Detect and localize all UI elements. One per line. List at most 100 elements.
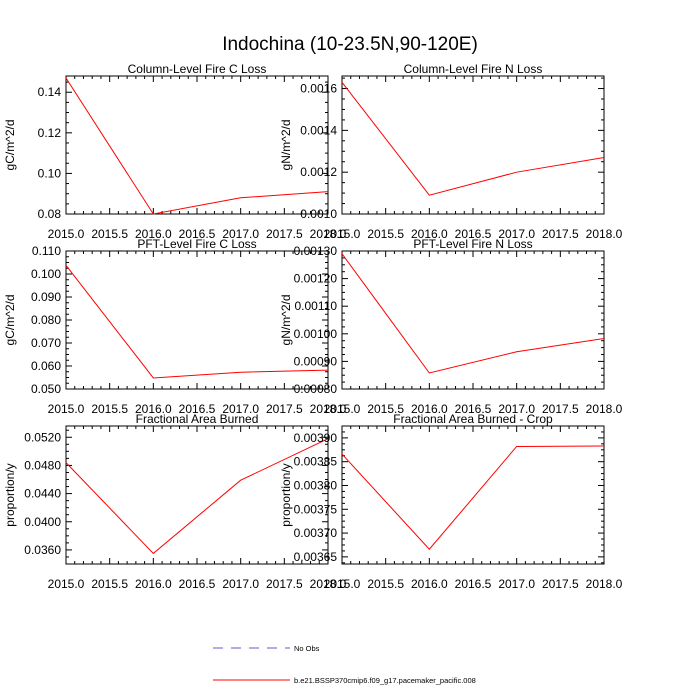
figure-title: Indochina (10-23.5N,90-120E) xyxy=(222,34,478,55)
x-tick-label: 2018.0 xyxy=(586,227,623,241)
x-tick-label: 2017.0 xyxy=(222,402,259,416)
chart-panel-5: Fractional Area Burned proportion/y 2015.0… xyxy=(3,412,347,591)
series-line xyxy=(341,81,605,196)
x-tick-label: 2017.0 xyxy=(498,577,535,591)
y-tick-label: 0.12 xyxy=(38,126,62,140)
series-line xyxy=(65,77,329,215)
y-tick-label: 0.0016 xyxy=(300,82,337,96)
x-tick-label: 2018.0 xyxy=(586,577,623,591)
y-tick-label: 0.00090 xyxy=(294,354,338,368)
x-tick-label: 2016.0 xyxy=(135,577,172,591)
x-tick-label: 2017.5 xyxy=(542,402,579,416)
x-tick-label: 2015.5 xyxy=(367,402,404,416)
y-tick-label: 0.0520 xyxy=(24,430,61,444)
y-tick-label: 0.00080 xyxy=(294,382,338,396)
y-tick-label: 0.070 xyxy=(31,336,61,350)
y-tick-label: 0.110 xyxy=(32,244,61,258)
x-tick-label: 2016.5 xyxy=(179,402,216,416)
y-tick-label: 0.0480 xyxy=(24,458,61,472)
y-tick-label: 0.0440 xyxy=(24,487,61,501)
x-tick-label: 2017.0 xyxy=(222,227,259,241)
chart-panel-4: PFT-Level Fire N Loss gN/m^2/d 2015.0 2015.… xyxy=(279,237,623,416)
x-tick-label: 2015.0 xyxy=(48,402,85,416)
series-line xyxy=(341,445,605,551)
y-tick-label: 0.0360 xyxy=(24,543,61,557)
panel-title: Column-Level Fire N Loss xyxy=(404,62,543,76)
x-tick-label: 2017.0 xyxy=(498,227,535,241)
y-axis-label: gN/m^2/d xyxy=(279,120,293,171)
x-tick-label: 2015.5 xyxy=(91,402,128,416)
panel-title: Fractional Area Burned xyxy=(136,412,259,426)
x-tick-label: 2018.0 xyxy=(310,577,347,591)
x-tick-label: 2016.5 xyxy=(179,227,216,241)
y-tick-label: 0.0010 xyxy=(300,207,337,221)
y-axis-label: proportion/y xyxy=(3,463,17,526)
y-axis-label: gC/m^2/d xyxy=(3,120,17,171)
x-tick-label: 2015.5 xyxy=(91,577,128,591)
y-tick-label: 0.00110 xyxy=(295,299,338,313)
plot-frame xyxy=(341,250,605,390)
legend-run-label: b.e21.BSSP370cmip6.f09_g17.pacemaker_pac… xyxy=(294,676,476,685)
x-tick-label: 2015.0 xyxy=(324,402,361,416)
y-tick-label: 0.050 xyxy=(31,382,61,396)
series-line xyxy=(65,264,329,379)
y-tick-label: 0.100 xyxy=(31,267,61,281)
y-tick-label: 0.00365 xyxy=(294,550,338,564)
y-tick-label: 0.10 xyxy=(38,166,62,180)
y-tick-label: 0.00375 xyxy=(294,502,338,516)
x-tick-label: 2017.5 xyxy=(542,577,579,591)
x-tick-label: 2016.0 xyxy=(411,227,448,241)
x-tick-label: 2016.5 xyxy=(179,577,216,591)
y-axis-label: gN/m^2/d xyxy=(279,295,293,346)
x-tick-label: 2015.0 xyxy=(324,577,361,591)
y-tick-label: 0.0012 xyxy=(300,165,337,179)
x-tick-label: 2015.0 xyxy=(48,577,85,591)
y-tick-label: 0.090 xyxy=(31,290,61,304)
y-tick-label: 0.0400 xyxy=(24,515,61,529)
y-axis-label: gC/m^2/d xyxy=(3,295,17,346)
x-tick-label: 2015.5 xyxy=(367,577,404,591)
panel-title: Fractional Area Burned - Crop xyxy=(393,412,553,426)
y-tick-label: 0.060 xyxy=(31,359,61,373)
y-tick-label: 0.08 xyxy=(38,207,62,221)
panel-title: Column-Level Fire C Loss xyxy=(128,62,267,76)
x-tick-label: 2018.0 xyxy=(310,402,347,416)
legend: No Obs b.e21.BSSP370cmip6.f09_g17.pacema… xyxy=(213,644,476,685)
y-tick-label: 0.0014 xyxy=(300,123,337,137)
x-tick-label: 2017.0 xyxy=(498,402,535,416)
y-tick-label: 0.00100 xyxy=(294,327,338,341)
x-tick-label: 2017.5 xyxy=(266,227,303,241)
x-tick-label: 2018.0 xyxy=(310,227,347,241)
x-tick-label: 2018.0 xyxy=(586,402,623,416)
chart-panel-1: Column-Level Fire C Loss gC/m^2/d 2015.0 20… xyxy=(3,62,347,241)
series-line xyxy=(341,253,605,374)
x-tick-label: 2015.5 xyxy=(91,227,128,241)
x-tick-label: 2016.0 xyxy=(135,227,172,241)
y-tick-label: 0.00385 xyxy=(294,455,338,469)
legend-obs-label: No Obs xyxy=(294,644,320,653)
chart-panel-6: Fractional Area Burned - Crop proportion/… xyxy=(279,412,623,591)
y-tick-label: 0.00120 xyxy=(294,272,338,286)
x-tick-label: 2017.5 xyxy=(266,577,303,591)
panel-title: PFT-Level Fire N Loss xyxy=(413,237,532,251)
x-tick-label: 2016.5 xyxy=(455,402,492,416)
y-tick-label: 0.14 xyxy=(38,85,62,99)
x-tick-label: 2017.0 xyxy=(222,577,259,591)
x-tick-label: 2015.5 xyxy=(367,227,404,241)
x-tick-label: 2016.0 xyxy=(135,402,172,416)
x-tick-label: 2017.5 xyxy=(266,402,303,416)
y-tick-label: 0.00130 xyxy=(294,244,338,258)
plot-frame xyxy=(341,75,605,215)
series-line xyxy=(65,438,329,555)
chart-panel-3: PFT-Level Fire C Loss gC/m^2/d 2015.0 2015.… xyxy=(3,237,347,416)
x-tick-label: 2016.5 xyxy=(455,227,492,241)
x-tick-label: 2017.5 xyxy=(542,227,579,241)
x-tick-label: 2016.0 xyxy=(411,577,448,591)
y-axis-label: proportion/y xyxy=(279,463,293,526)
y-tick-label: 0.00370 xyxy=(294,526,338,540)
y-tick-label: 0.00390 xyxy=(294,431,338,445)
x-tick-label: 2016.0 xyxy=(411,402,448,416)
